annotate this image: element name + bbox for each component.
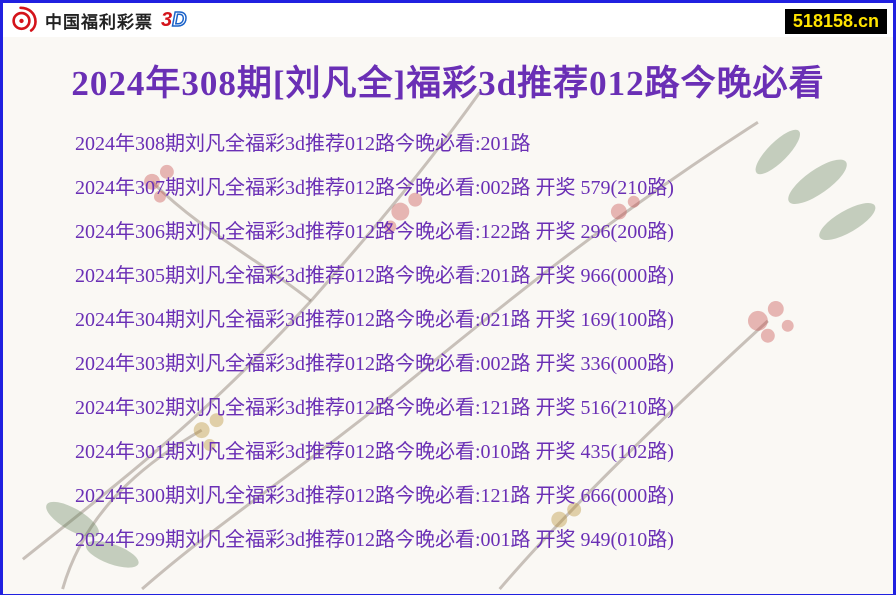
page-frame: 中国福利彩票 3 D 518158.cn 2024年308期[刘凡全]福彩3d推… [0,0,896,595]
prediction-row: 2024年308期刘凡全福彩3d推荐012路今晚必看:201路 [75,134,829,154]
prediction-row: 2024年300期刘凡全福彩3d推荐012路今晚必看:121路 开奖 666(0… [75,486,829,506]
prediction-row: 2024年306期刘凡全福彩3d推荐012路今晚必看:122路 开奖 296(2… [75,222,829,242]
brand-3: 3 [161,9,172,32]
prediction-list: 2024年308期刘凡全福彩3d推荐012路今晚必看:201路 2024年307期… [3,134,893,550]
prediction-row: 2024年307期刘凡全福彩3d推荐012路今晚必看:002路 开奖 579(2… [75,178,829,198]
brand-d: D [172,9,186,32]
prediction-row: 2024年302期刘凡全福彩3d推荐012路今晚必看:121路 开奖 516(2… [75,398,829,418]
brand-3d-icon: 3 D [161,9,187,32]
prediction-row: 2024年305期刘凡全福彩3d推荐012路今晚必看:201路 开奖 966(0… [75,266,829,286]
lottery-logo-icon [11,6,39,34]
site-badge[interactable]: 518158.cn [785,9,887,34]
brand-logo: 中国福利彩票 3 D [11,6,187,34]
prediction-row: 2024年303期刘凡全福彩3d推荐012路今晚必看:002路 开奖 336(0… [75,354,829,374]
prediction-row: 2024年304期刘凡全福彩3d推荐012路今晚必看:021路 开奖 169(1… [75,310,829,330]
prediction-row: 2024年299期刘凡全福彩3d推荐012路今晚必看:001路 开奖 949(0… [75,530,829,550]
header-bar: 中国福利彩票 3 D [3,3,893,37]
prediction-row: 2024年301期刘凡全福彩3d推荐012路今晚必看:010路 开奖 435(1… [75,442,829,462]
brand-text: 中国福利彩票 [45,8,153,33]
page-title: 2024年308期[刘凡全]福彩3d推荐012路今晚必看 [3,55,893,106]
